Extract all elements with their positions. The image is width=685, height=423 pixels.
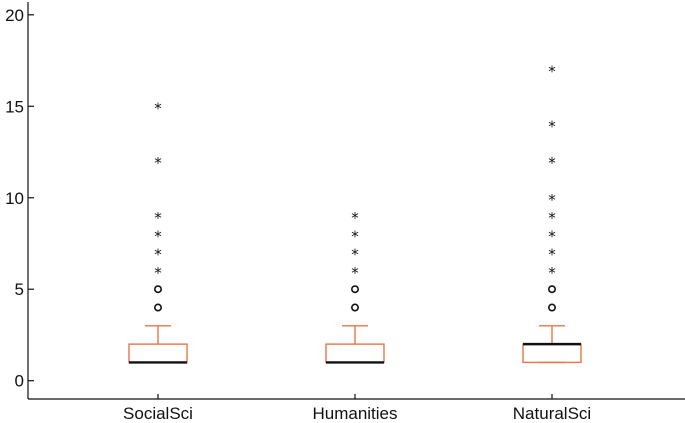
- outlier-star: *: [154, 227, 162, 245]
- outlier-star: *: [548, 118, 556, 136]
- y-tick-label: 10: [5, 189, 24, 208]
- outlier-star: *: [154, 209, 162, 227]
- box-socialsci: ******: [128, 99, 188, 364]
- box-iqr: [522, 343, 582, 364]
- box-iqr: [325, 343, 385, 364]
- outlier-star: *: [351, 209, 359, 227]
- y-axis-ticks: 0 5 10 15 20: [5, 6, 34, 391]
- outlier-circle: [154, 285, 163, 294]
- outlier-star: *: [548, 264, 556, 282]
- outlier-star: *: [548, 246, 556, 264]
- outlier-circle: [547, 303, 556, 312]
- outlier-star: *: [154, 246, 162, 264]
- outlier-star: *: [548, 227, 556, 245]
- outlier-star: *: [351, 264, 359, 282]
- x-category-label: NaturalSci: [513, 404, 591, 423]
- outlier-circle: [547, 285, 556, 294]
- y-tick-label: 0: [15, 372, 24, 391]
- outlier-star: *: [154, 154, 162, 172]
- outlier-circle: [350, 303, 359, 312]
- box-humanities: ****: [325, 209, 385, 364]
- y-tick-label: 15: [5, 97, 24, 116]
- outlier-star: *: [548, 209, 556, 227]
- outlier-circle: [154, 303, 163, 312]
- outlier-star: *: [351, 227, 359, 245]
- box-group: ******************: [128, 63, 582, 364]
- box-naturalsci: ********: [522, 63, 582, 364]
- outlier-circle: [350, 285, 359, 294]
- axes: [27, 2, 685, 400]
- box-iqr: [128, 343, 188, 364]
- y-tick-label: 20: [5, 6, 24, 25]
- x-category-label: Humanities: [312, 404, 397, 423]
- outlier-star: *: [548, 191, 556, 209]
- x-category-label: SocialSci: [123, 404, 193, 423]
- outlier-star: *: [154, 99, 162, 117]
- outlier-star: *: [154, 264, 162, 282]
- outlier-star: *: [351, 246, 359, 264]
- outlier-star: *: [548, 63, 556, 81]
- outlier-star: *: [548, 154, 556, 172]
- x-axis-categories: SocialSci Humanities NaturalSci: [123, 394, 591, 423]
- y-tick-label: 5: [15, 280, 24, 299]
